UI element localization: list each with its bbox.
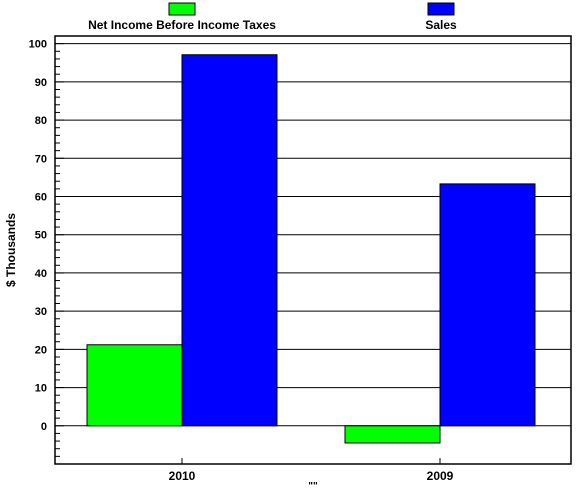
y-axis-label: $ Thousands	[4, 213, 18, 287]
x-axis-label: ""	[308, 481, 318, 492]
bar-2010-net-income	[86, 344, 183, 427]
legend-swatch	[168, 2, 196, 16]
bar-2009-net-income	[344, 425, 441, 444]
y-tick-label: 90	[35, 77, 47, 89]
y-tick-label: 10	[35, 383, 47, 395]
y-tick-label: 100	[29, 39, 47, 51]
y-tick-label: 60	[35, 192, 47, 204]
y-tick-label: 20	[35, 344, 47, 356]
y-tick-label: 70	[35, 153, 47, 165]
bars	[86, 54, 536, 444]
y-tick-label: 50	[35, 230, 47, 242]
legend-label: Sales	[425, 18, 457, 32]
x-axis-tick-labels: 2010 2009	[169, 458, 454, 483]
x-tick-label: 2009	[427, 469, 454, 483]
bar-2009-sales	[439, 183, 536, 427]
bar-2010-sales	[181, 54, 278, 427]
y-axis-ticks: 0 10 20 30 40 50 60 70 80 90 100	[29, 35, 64, 465]
legend-swatch	[427, 2, 455, 16]
y-tick-label: 40	[35, 268, 47, 280]
x-tick-label: 2010	[169, 469, 196, 483]
legend-label: Net Income Before Income Taxes	[88, 18, 276, 32]
legend: Net Income Before Income Taxes Sales	[88, 2, 457, 32]
plot-frame	[54, 35, 572, 465]
y-tick-label: 0	[41, 421, 47, 433]
y-tick-label: 80	[35, 115, 47, 127]
y-tick-label: 30	[35, 306, 47, 318]
